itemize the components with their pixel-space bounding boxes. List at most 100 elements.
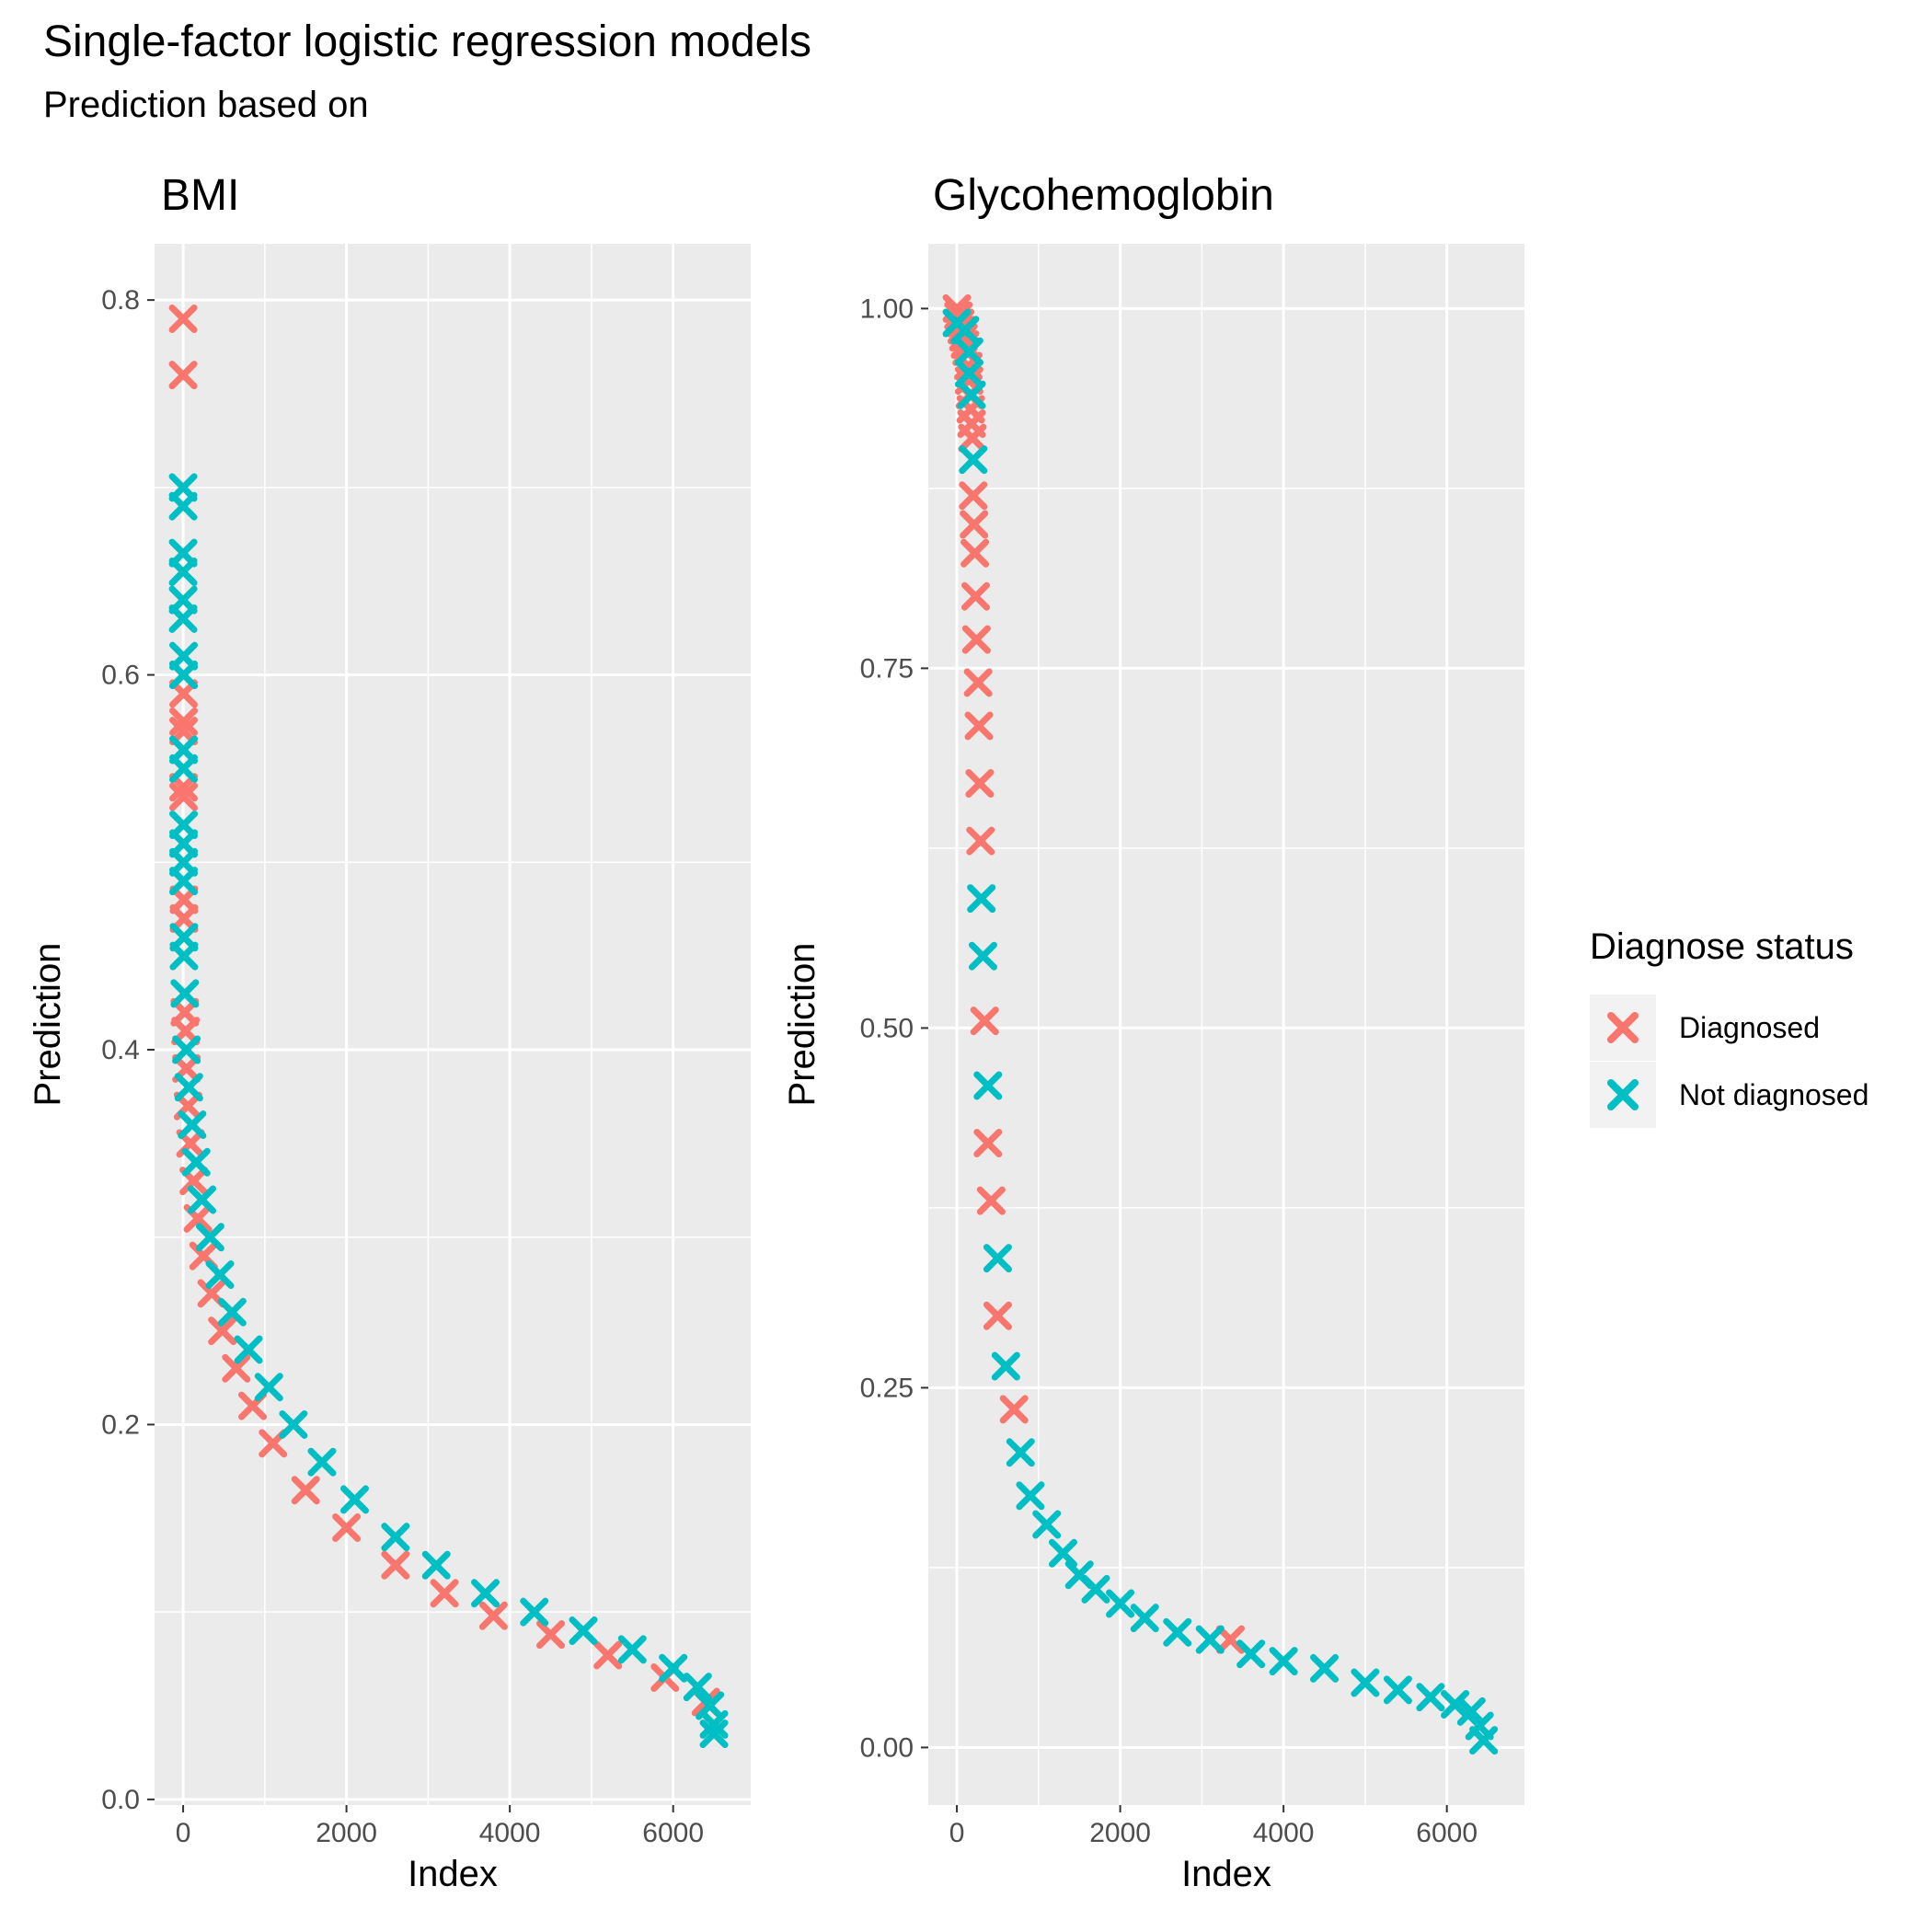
data-point [1310, 1653, 1340, 1683]
data-point [683, 1673, 712, 1702]
data-point [169, 707, 199, 736]
data-point [181, 1147, 211, 1177]
data-point [430, 1579, 459, 1608]
data-point [168, 558, 198, 587]
data-point [659, 1653, 688, 1683]
x-axis-label: Index [408, 1854, 498, 1894]
data-point [168, 491, 198, 521]
panel-title: Glycohemoglobin [933, 171, 1274, 220]
data-point [381, 1523, 410, 1552]
data-point [973, 1071, 1003, 1100]
y-tick-label: 0.0 [101, 1785, 140, 1815]
data-point [170, 979, 200, 1008]
data-point [536, 1620, 566, 1650]
data-point [593, 1640, 623, 1670]
data-point [421, 1550, 451, 1580]
panel-bmi: 0 2000 4000 6000 0.0 0.2 0.4 0.6 0.8 BMI Index Pred… [28, 171, 751, 1894]
data-point [187, 1185, 216, 1214]
data-point [172, 1035, 201, 1064]
data-point [168, 604, 198, 633]
y-tick-label: 0.6 [101, 661, 140, 691]
data-point [970, 1006, 999, 1036]
data-point [1215, 1625, 1245, 1654]
data-point [195, 1223, 224, 1252]
data-point [954, 337, 983, 366]
data-point [954, 359, 983, 388]
data-point [1048, 1538, 1077, 1568]
data-point [961, 625, 991, 654]
legend-label: Not diagnosed [1679, 1078, 1869, 1111]
data-point [208, 1317, 237, 1346]
y-tick-label: 0.2 [101, 1409, 140, 1440]
data-point [291, 1476, 320, 1505]
series-not-diagnosed [168, 473, 729, 1749]
data-point [959, 481, 988, 511]
chart-title: Single-factor logistic regression models [43, 17, 812, 66]
data-point [968, 941, 997, 971]
data-point [1351, 1668, 1380, 1697]
data-point [983, 1301, 1012, 1330]
data-point [279, 1409, 308, 1439]
data-point [478, 1601, 508, 1630]
data-point [1106, 1589, 1135, 1618]
data-point [471, 1579, 500, 1608]
data-point [569, 1616, 598, 1646]
legend: Diagnose status Diagnosed Not diagnosed [1590, 926, 1869, 1128]
data-point [991, 1351, 1020, 1381]
data-point [254, 1373, 283, 1402]
panel-glycohemoglobin: 0 2000 4000 6000 0.00 0.25 0.50 0.75 1.00 Glycohe… [782, 171, 1524, 1894]
y-tick-label: 0.8 [101, 285, 140, 316]
chart-subtitle: Prediction based on [43, 85, 369, 125]
x-tick-label: 0 [949, 1818, 965, 1848]
data-point [965, 769, 995, 799]
data-point [1416, 1683, 1445, 1712]
data-point [960, 581, 990, 611]
data-point [1441, 1690, 1470, 1719]
data-point [1195, 1625, 1225, 1654]
data-point [999, 1395, 1029, 1424]
data-point [178, 1110, 207, 1139]
data-point [1456, 1696, 1486, 1726]
data-point [966, 826, 995, 856]
y-tick-label: 0.50 [860, 1013, 914, 1043]
data-point [957, 380, 986, 409]
data-point [960, 538, 990, 568]
data-point [169, 782, 199, 811]
x-axis-label: Index [1181, 1854, 1271, 1894]
data-point [958, 423, 987, 453]
data-point [699, 1719, 729, 1749]
legend-marker [1607, 1079, 1639, 1110]
data-point [1006, 1438, 1035, 1467]
data-point [520, 1597, 549, 1627]
data-point [332, 1512, 362, 1542]
legend-label: Diagnosed [1679, 1011, 1820, 1044]
y-axis-label: Prediction [28, 943, 68, 1107]
data-point [1269, 1647, 1298, 1676]
y-tick-label: 0.25 [860, 1373, 914, 1403]
data-point [1130, 1604, 1159, 1633]
data-point [217, 1297, 247, 1327]
data-point [1469, 1726, 1499, 1755]
data-point [168, 304, 198, 333]
data-point [1236, 1639, 1266, 1669]
x-tick-label: 0 [176, 1818, 191, 1848]
data-point [307, 1447, 337, 1477]
x-tick-label: 4000 [1253, 1818, 1315, 1848]
data-point [983, 1244, 1012, 1273]
data-point [1081, 1574, 1110, 1604]
data-point [976, 1186, 1006, 1215]
plot-background [928, 244, 1524, 1805]
y-axis-label: Prediction [782, 943, 822, 1107]
data-point [222, 1353, 251, 1383]
x-tick-label: 6000 [1416, 1818, 1478, 1848]
data-point [964, 711, 994, 741]
data-point [234, 1335, 263, 1364]
y-tick-label: 0.75 [860, 653, 914, 684]
data-point [205, 1259, 235, 1289]
data-point [169, 661, 199, 690]
data-point [1016, 1481, 1045, 1511]
y-tick-label: 0.4 [101, 1035, 140, 1065]
data-point [1383, 1675, 1412, 1705]
data-point [169, 867, 199, 896]
